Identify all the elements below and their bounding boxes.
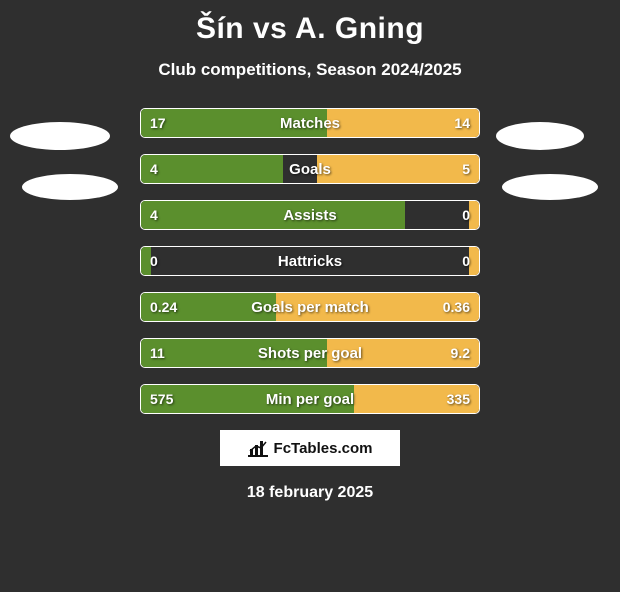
stat-row-track (140, 246, 480, 276)
stat-row-track (140, 292, 480, 322)
page-subtitle: Club competitions, Season 2024/2025 (0, 60, 620, 80)
source-badge: FcTables.com (220, 430, 400, 466)
stat-bar-left (141, 293, 276, 321)
stat-bar-left (141, 385, 354, 413)
decorative-oval (10, 122, 110, 150)
stat-row-track (140, 384, 480, 414)
stat-row: Hattricks00 (140, 246, 480, 276)
stat-bar-right (354, 385, 479, 413)
page-title: Šín vs A. Gning (0, 12, 620, 46)
stat-row: Matches1714 (140, 108, 480, 138)
source-badge-label: FcTables.com (274, 440, 373, 457)
stat-row: Assists40 (140, 200, 480, 230)
stat-row-track (140, 154, 480, 184)
stat-row: Goals per match0.240.36 (140, 292, 480, 322)
stat-bar-left (141, 109, 327, 137)
date-label: 18 february 2025 (0, 484, 620, 502)
comparison-chart: Matches1714 Goals45 Assists40 Hattricks00 Go… (0, 108, 620, 414)
stat-bar-left (141, 339, 327, 367)
decorative-oval (496, 122, 584, 150)
stat-row: Shots per goal119.2 (140, 338, 480, 368)
stat-rows: Matches1714 Goals45 Assists40 Hattricks00 Go… (0, 108, 620, 414)
decorative-oval (22, 174, 118, 200)
stat-bar-left (141, 247, 151, 275)
stat-bar-right (469, 247, 479, 275)
stat-row: Goals45 (140, 154, 480, 184)
stat-bar-left (141, 155, 283, 183)
stat-row: Min per goal575335 (140, 384, 480, 414)
stat-row-track (140, 338, 480, 368)
stat-bar-right (317, 155, 479, 183)
stat-row-track (140, 108, 480, 138)
stat-bar-left (141, 201, 405, 229)
decorative-oval (502, 174, 598, 200)
stat-bar-right (276, 293, 479, 321)
stat-row-track (140, 200, 480, 230)
stat-bar-right (327, 339, 479, 367)
stat-bar-right (469, 201, 479, 229)
chart-icon (248, 439, 268, 457)
stat-bar-right (327, 109, 479, 137)
